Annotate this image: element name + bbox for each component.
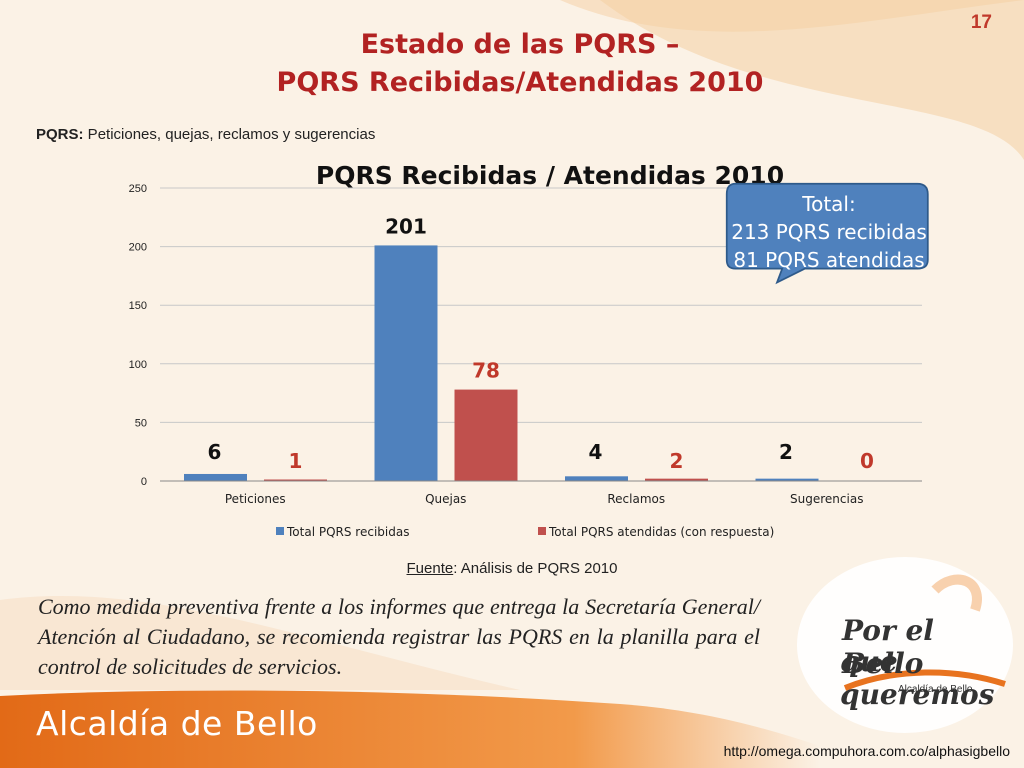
footer-url[interactable]: http://omega.compuhora.com.co/alphasigbe…	[723, 743, 1010, 759]
data-label: 1	[289, 449, 303, 473]
x-tick-label: Peticiones	[225, 492, 286, 506]
data-label: 201	[385, 214, 427, 238]
title-line-1: Estado de las PQRS –	[360, 29, 680, 60]
source-label: Fuente	[406, 560, 454, 577]
subtitle: PQRS: Peticiones, quejas, reclamos y sug…	[36, 126, 375, 143]
callout-label: Total	[802, 192, 849, 216]
x-tick-label: Sugerencias	[790, 492, 863, 506]
total-callout: Total: 213 PQRS recibidas 81 PQRS atendi…	[712, 190, 946, 274]
legend-entry: Total PQRS recibidas	[286, 525, 409, 539]
bar	[755, 478, 819, 481]
source-note: Fuente: Análisis de PQRS 2010	[0, 560, 1024, 577]
bar	[645, 478, 708, 481]
legend-swatch	[538, 527, 546, 535]
slide-title: Estado de las PQRS – PQRS Recibidas/Aten…	[0, 26, 1024, 102]
y-tick-label: 150	[129, 300, 147, 312]
logo-text-line-1: Por el Bello	[842, 614, 934, 680]
y-tick-label: 250	[129, 183, 147, 195]
logo-subtext: Alcaldía de Bello	[898, 684, 973, 695]
bar	[565, 476, 628, 481]
x-tick-label: Quejas	[425, 492, 466, 506]
total-callout-shape	[725, 182, 929, 285]
recommendation-note: Como medida preventiva frente a los info…	[38, 594, 760, 679]
x-tick-label: Reclamos	[607, 492, 665, 506]
page-number: 17	[970, 12, 992, 33]
source-text: : Análisis de PQRS 2010	[453, 560, 618, 577]
footer-band	[0, 690, 820, 768]
data-label: 2	[779, 440, 793, 464]
y-tick-label: 200	[129, 242, 147, 254]
chart-title: PQRS Recibidas / Atendidas 2010	[316, 161, 784, 190]
bar	[264, 479, 327, 481]
data-label: 0	[860, 449, 874, 473]
footer-brand: Alcaldía de Bello	[36, 704, 318, 743]
bar	[184, 473, 247, 481]
bar-chart: PQRS Recibidas / Atendidas 2010 0 50 100 150…	[129, 161, 922, 539]
bar	[374, 245, 438, 481]
data-label: 6	[208, 440, 222, 464]
callout-line-2: 81 PQRS atendidas	[733, 248, 925, 272]
data-label: 78	[472, 359, 500, 383]
y-tick-label: 100	[129, 359, 147, 371]
logo-text-line-2: que queremos	[840, 645, 995, 711]
legend-swatch	[276, 527, 284, 535]
legend-entry: Total PQRS atendidas (con respuesta)	[548, 525, 774, 539]
logo-swoosh	[843, 574, 1006, 691]
data-label: 4	[589, 440, 603, 464]
title-line-2: PQRS Recibidas/Atendidas 2010	[276, 67, 764, 98]
subtitle-text: Peticiones, quejas, reclamos y sugerenci…	[83, 126, 376, 143]
subtitle-label: PQRS:	[36, 126, 84, 143]
y-tick-label: 0	[141, 476, 147, 488]
data-label: 2	[670, 449, 684, 473]
callout-line-1: 213 PQRS recibidas	[731, 220, 927, 244]
y-tick-label: 50	[135, 417, 147, 429]
bar	[454, 389, 518, 481]
